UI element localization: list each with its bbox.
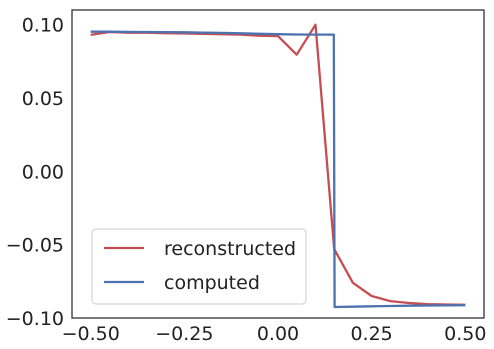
y-tick-label: −0.10 bbox=[6, 308, 64, 330]
y-tick-label: 0.10 bbox=[22, 15, 64, 37]
x-axis-ticks: −0.50 −0.25 0.00 0.25 0.50 bbox=[62, 323, 487, 345]
x-tick-label: 0.25 bbox=[350, 323, 392, 345]
y-tick-label: −0.05 bbox=[6, 235, 64, 257]
legend-label-reconstructed: reconstructed bbox=[164, 238, 296, 260]
y-tick-label: 0.05 bbox=[22, 88, 64, 110]
y-tick-label: 0.00 bbox=[22, 161, 64, 183]
y-axis-ticks: −0.10 −0.05 0.00 0.05 0.10 bbox=[6, 15, 64, 330]
plot-frame bbox=[71, 9, 485, 319]
x-tick-label: 0.50 bbox=[444, 323, 486, 345]
legend-box bbox=[91, 228, 307, 305]
series-layer bbox=[90, 23, 466, 309]
x-tick-label: −0.25 bbox=[155, 323, 213, 345]
legend: reconstructed computed bbox=[91, 228, 307, 305]
series-line-computed bbox=[90, 30, 466, 309]
legend-label-computed: computed bbox=[164, 272, 260, 294]
x-tick-label: −0.50 bbox=[62, 323, 120, 345]
x-tick-label: 0.00 bbox=[257, 323, 299, 345]
